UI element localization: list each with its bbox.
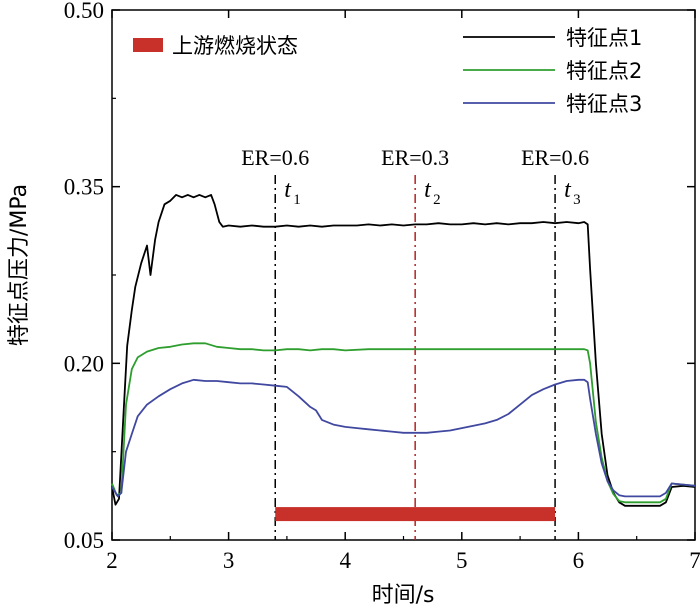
y-tick-label: 0.50 bbox=[64, 0, 104, 23]
x-tick-label: 7 bbox=[689, 548, 700, 573]
series-line-3 bbox=[111, 378, 696, 498]
series-lines bbox=[111, 194, 696, 507]
x-tick-label: 2 bbox=[106, 548, 118, 573]
y-axis-label: 特征点压力/MPa bbox=[7, 184, 32, 346]
y-tick-label: 0.05 bbox=[64, 528, 104, 553]
x-tick-label: 6 bbox=[573, 548, 585, 573]
x-tick-label: 4 bbox=[339, 548, 351, 573]
legend-label-3: 特征点3 bbox=[566, 92, 642, 116]
x-axis-label: 时间/s bbox=[372, 583, 435, 608]
legend-bar-swatch bbox=[133, 38, 163, 52]
time-label-sub-3: 3 bbox=[573, 192, 581, 208]
x-tick-label: 5 bbox=[456, 548, 468, 573]
plot-frame bbox=[111, 9, 696, 541]
time-label-sub-2: 2 bbox=[433, 192, 441, 208]
vertical-markers bbox=[274, 175, 556, 540]
x-tick-label: 3 bbox=[223, 548, 235, 573]
legend-label-1: 特征点1 bbox=[566, 26, 642, 50]
plot-border bbox=[111, 9, 696, 541]
time-label-sub-1: 1 bbox=[293, 192, 301, 208]
er-label-2: ER=0.3 bbox=[381, 145, 449, 170]
series-line-1 bbox=[111, 194, 696, 507]
annotations: ER=0.6t 1ER=0.3t 2ER=0.6t 3 bbox=[241, 145, 589, 208]
y-tick-label: 0.20 bbox=[64, 351, 104, 376]
y-axis-ticks: 0.05 0.20 0.35 0.50 bbox=[64, 0, 695, 553]
time-label-1: t bbox=[284, 177, 292, 203]
y-tick-label: 0.35 bbox=[64, 175, 104, 200]
legend-bar-label: 上游燃烧状态 bbox=[172, 34, 298, 58]
series-line-2 bbox=[111, 342, 696, 504]
legend: 特征点1 特征点2 特征点3 上游燃烧状态 bbox=[133, 26, 642, 116]
legend-label-2: 特征点2 bbox=[566, 59, 642, 83]
combustion-state-bar-group bbox=[275, 507, 556, 522]
time-label-2: t bbox=[424, 177, 432, 203]
er-label-3: ER=0.6 bbox=[521, 145, 589, 170]
x-axis-ticks: 2 3 4 5 6 7 bbox=[106, 10, 700, 573]
time-label-3: t bbox=[564, 177, 572, 203]
combustion-state-bar bbox=[275, 507, 556, 522]
er-label-1: ER=0.6 bbox=[241, 145, 309, 170]
